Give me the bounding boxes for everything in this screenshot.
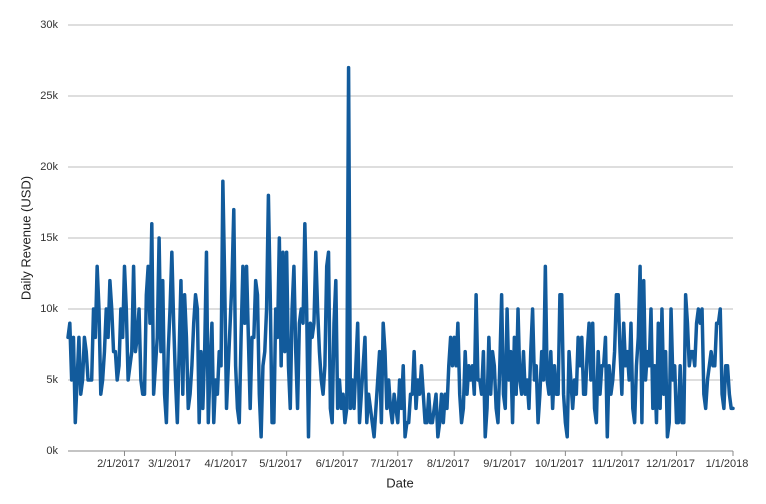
y-tick-label: 30k	[40, 19, 58, 31]
y-tick-label: 10k	[40, 303, 58, 315]
x-tick-label: 12/1/2017	[646, 458, 695, 470]
y-axis-title: Daily Revenue (USD)	[18, 176, 33, 300]
x-tick-label: 4/1/2017	[205, 458, 248, 470]
y-tick-label: 25k	[40, 90, 58, 102]
x-tick-label: 11/1/2017	[592, 458, 640, 470]
revenue-line	[66, 65, 735, 439]
y-tick-label: 0k	[46, 445, 58, 457]
x-tick-label: 10/1/2017	[535, 458, 584, 470]
x-tick-label: 7/1/2017	[370, 458, 413, 470]
y-tick-label: 20k	[40, 161, 58, 173]
x-tick-label: 3/1/2017	[148, 458, 191, 470]
x-tick-label: 8/1/2017	[427, 458, 470, 470]
y-tick-label: 5k	[46, 374, 58, 386]
x-axis-title: Date	[386, 475, 413, 490]
x-tick-label: 2/1/2017	[97, 458, 140, 470]
x-tick-label: 6/1/2017	[316, 458, 359, 470]
x-tick-label: 5/1/2017	[259, 458, 302, 470]
x-tick-label: 1/1/2018	[706, 458, 749, 470]
y-tick-label: 15k	[40, 232, 58, 244]
x-tick-label: 9/1/2017	[483, 458, 526, 470]
